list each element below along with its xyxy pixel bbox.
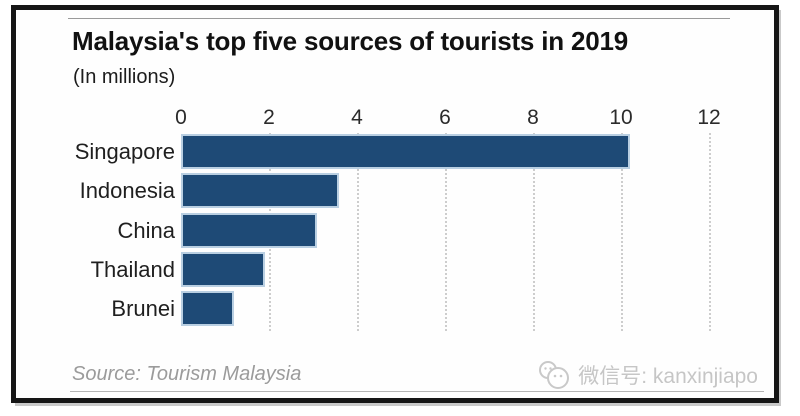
x-tick-label-2: 2 — [263, 106, 275, 129]
watermark-label: 微信号: kanxinjiapo — [578, 365, 758, 388]
bar-thailand — [181, 251, 265, 287]
gridline-6 — [445, 133, 447, 331]
category-label-indonesia: Indonesia — [79, 178, 175, 204]
x-tick-label-0: 0 — [175, 106, 187, 129]
x-tick-label-8: 8 — [527, 106, 539, 129]
chart-frame — [11, 5, 779, 403]
category-label-china: China — [117, 217, 175, 243]
gridline-8 — [533, 133, 535, 331]
x-tick-label-10: 10 — [609, 106, 633, 129]
top-divider-line — [68, 18, 730, 19]
watermark: 微信号: kanxinjiapo — [536, 360, 758, 390]
gridline-10 — [621, 133, 623, 331]
category-label-brunei: Brunei — [111, 296, 175, 322]
gridline-12 — [709, 133, 711, 331]
x-tick-label-12: 12 — [697, 106, 721, 129]
gridline-4 — [357, 133, 359, 331]
bottom-divider-line — [70, 391, 764, 392]
bar-brunei — [181, 291, 234, 327]
x-tick-label-4: 4 — [351, 106, 363, 129]
x-tick-label-6: 6 — [439, 106, 451, 129]
wechat-logo-icon — [536, 360, 572, 390]
bar-china — [181, 212, 318, 248]
category-label-thailand: Thailand — [90, 256, 175, 282]
chart-title: Malaysia's top five sources of tourists … — [72, 26, 628, 56]
source-note: Source: Tourism Malaysia — [72, 363, 302, 385]
bar-singapore — [181, 134, 630, 169]
category-label-singapore: Singapore — [74, 139, 175, 164]
bar-indonesia — [181, 173, 340, 209]
chart-subtitle: (In millions) — [73, 66, 176, 88]
